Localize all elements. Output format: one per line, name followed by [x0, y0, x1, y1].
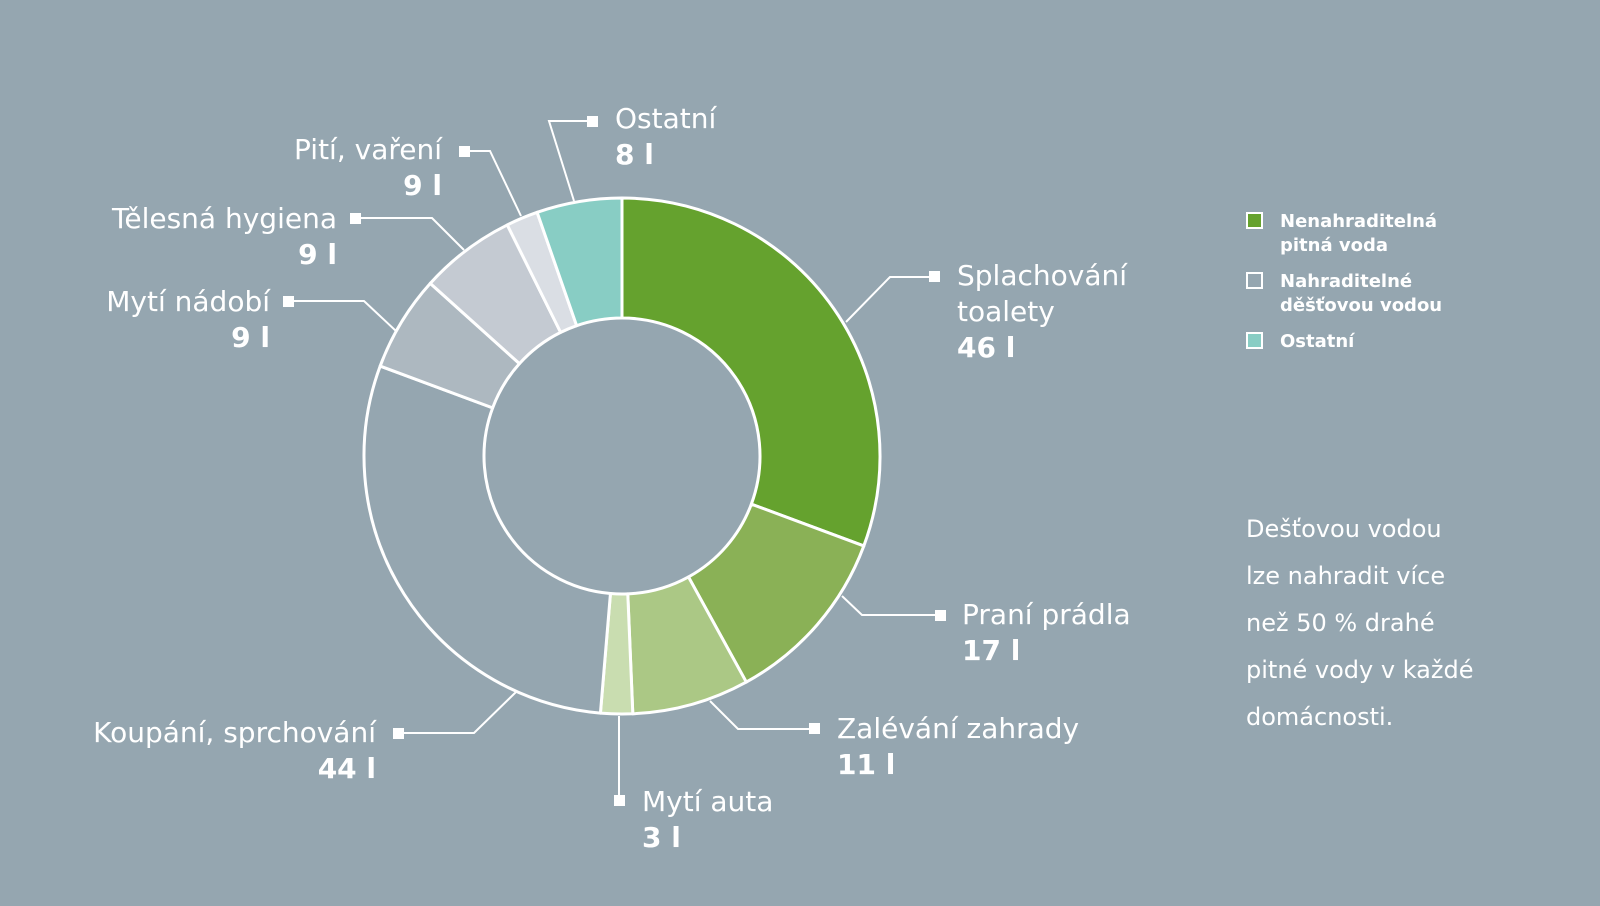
note-line-4: pitné vody v každé [1246, 656, 1474, 684]
leader-marker-piti [459, 146, 470, 157]
label-splachovani-name-2: toalety [957, 295, 1055, 328]
leader-line-prani [841, 595, 940, 616]
leader-marker-telesna [350, 213, 361, 224]
legend-swatch-teal [1246, 332, 1263, 349]
leader-marker-koupani [393, 728, 404, 739]
label-ostatni-value: 8 l [615, 138, 654, 171]
label-telesna-name: Tělesná hygiena [112, 202, 337, 235]
legend-swatch-grey [1246, 272, 1263, 289]
label-splachovani-value: 46 l [957, 331, 1016, 364]
leader-lines [283, 116, 946, 806]
label-koupani-name: Koupání, sprchování [93, 716, 376, 749]
leader-line-splachovani [845, 276, 934, 323]
label-prani: Praní prádla 17 l [962, 597, 1131, 669]
label-splachovani-name-1: Splachování [957, 259, 1128, 292]
note-line-5: domácnosti. [1246, 703, 1394, 731]
label-telesna: Tělesná hygiena 9 l [40, 201, 337, 273]
legend-item-nahraditelne: Nahraditelné děšťovou vodou [1246, 270, 1480, 318]
label-zalevani: Zalévání zahrady 11 l [837, 711, 1079, 783]
leader-marker-zalevani [809, 723, 820, 734]
note-text: Dešťovou vodou lze nahradit více než 50 … [1246, 506, 1546, 741]
legend-text-2a: Nahraditelné [1280, 271, 1413, 292]
legend-text-3: Ostatní [1280, 331, 1355, 352]
legend-text-nahraditelne: Nahraditelné děšťovou vodou [1280, 270, 1480, 318]
label-myti-auta-value: 3 l [642, 821, 681, 854]
leader-marker-prani [935, 610, 946, 621]
leader-line-zalevani [709, 700, 815, 730]
label-telesna-value: 9 l [298, 238, 337, 271]
label-koupani: Koupání, sprchování 44 l [60, 715, 376, 787]
legend-item-nenahraditelna: Nenahraditelná pitná voda [1246, 210, 1480, 258]
slice-ostatn [535, 196, 624, 328]
legend-text-ostatni: Ostatní [1280, 330, 1480, 354]
legend-text-1a: Nenahraditelná [1280, 211, 1438, 232]
label-piti-name: Pití, vaření [294, 133, 442, 166]
legend-item-ostatni: Ostatní [1246, 330, 1480, 354]
legend-text-1b: pitná voda [1280, 235, 1389, 256]
slice-koup-n-sprchov-n [362, 364, 612, 715]
donut-slices [362, 196, 882, 716]
label-piti: Pití, vaření 9 l [200, 132, 442, 204]
leader-line-telesna [355, 217, 465, 251]
label-myti-nadobi-value: 9 l [231, 321, 270, 354]
label-myti-nadobi-name: Mytí nádobí [106, 285, 270, 318]
label-piti-value: 9 l [403, 169, 442, 202]
leader-line-ostatni [547, 120, 592, 202]
label-prani-value: 17 l [962, 634, 1021, 667]
leader-marker-myti-auta [614, 795, 625, 806]
leader-line-piti [465, 150, 522, 217]
leader-line-myti-nadobi [288, 300, 397, 332]
leader-marker-myti-nadobi [283, 296, 294, 307]
label-myti-auta-name: Mytí auta [642, 785, 774, 818]
label-myti-nadobi: Mytí nádobí 9 l [40, 284, 270, 356]
legend-swatch-green [1246, 212, 1263, 229]
label-zalevani-value: 11 l [837, 748, 896, 781]
note-line-2: lze nahradit více [1246, 562, 1446, 590]
label-ostatni-name: Ostatní [615, 102, 717, 135]
label-myti-auta: Mytí auta 3 l [642, 784, 773, 856]
note-line-1: Dešťovou vodou [1246, 515, 1442, 543]
label-prani-name: Praní prádla [962, 598, 1131, 631]
label-koupani-value: 44 l [317, 752, 376, 785]
leader-marker-splachovani [929, 271, 940, 282]
leader-line-koupani [398, 691, 517, 734]
slice-splachov-n-toalety [620, 196, 882, 548]
label-ostatni: Ostatní 8 l [615, 101, 716, 173]
legend-text-nenahraditelna: Nenahraditelná pitná voda [1280, 210, 1480, 258]
label-zalevani-name: Zalévání zahrady [837, 712, 1080, 745]
legend: Nenahraditelná pitná voda Nahraditelné d… [1246, 210, 1480, 366]
label-splachovani: Splachování toalety 46 l [957, 258, 1127, 366]
leader-marker-ostatni [587, 116, 598, 127]
note-line-3: než 50 % drahé [1246, 609, 1435, 637]
legend-text-2b: děšťovou vodou [1280, 295, 1443, 316]
